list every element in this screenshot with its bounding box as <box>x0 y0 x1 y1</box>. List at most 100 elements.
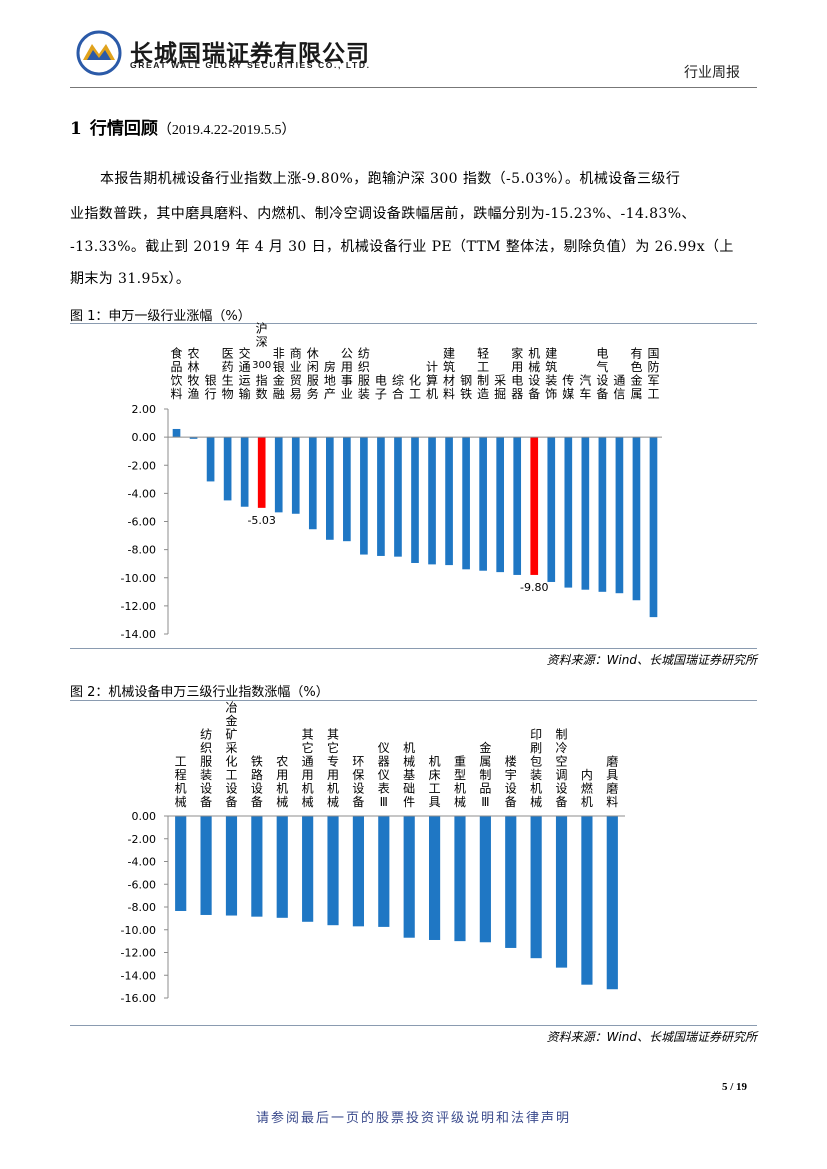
bar <box>394 437 402 557</box>
category-label: 有色金属 <box>630 347 642 402</box>
figure-2-top-rule <box>70 700 757 701</box>
category-label: 机械设备 <box>528 347 540 402</box>
category-label: 轻工制造 <box>477 347 489 402</box>
category-label: 非银金融 <box>273 347 285 402</box>
bar <box>428 437 436 565</box>
figure-2-bottom-rule <box>70 1025 757 1026</box>
y-tick-label: -4.00 <box>128 856 156 869</box>
bar <box>378 816 390 927</box>
bar <box>276 816 288 918</box>
header-divider <box>70 87 757 88</box>
figure-1-title: 图 1：申万一级行业涨幅（%） <box>70 309 251 324</box>
data-label: -5.03 <box>247 514 275 527</box>
category-label: 磨具磨料 <box>606 755 618 810</box>
category-label: 机床工具 <box>429 755 441 810</box>
category-label: 冶金矿采化工设备 <box>225 701 237 810</box>
company-logo <box>76 30 122 76</box>
bar <box>428 816 441 940</box>
category-label: 传媒 <box>562 373 574 402</box>
category-label: 重型机械 <box>454 755 466 810</box>
y-tick-label: -10.00 <box>121 572 156 585</box>
bar <box>189 437 198 439</box>
y-tick-label: 0.00 <box>132 810 157 823</box>
bar <box>411 437 419 563</box>
category-label: 建筑材料 <box>443 347 455 402</box>
category-label: 印刷包装机械 <box>530 728 542 810</box>
category-label: 家用电器 <box>511 346 523 402</box>
bar <box>632 437 641 601</box>
bar <box>240 437 249 507</box>
page-number: 5 / 19 <box>722 1081 748 1093</box>
bar <box>325 437 334 540</box>
category-label: 农林牧渔 <box>188 347 200 402</box>
bar <box>479 816 491 943</box>
y-tick-label: -2.00 <box>128 833 156 846</box>
bar <box>564 437 573 588</box>
category-label: 其它通用机械 <box>302 728 314 810</box>
category-label: 电气设备 <box>596 347 608 402</box>
category-label: 其它专用机械 <box>327 728 339 810</box>
y-tick-label: 2.00 <box>132 403 157 416</box>
bar <box>555 816 568 968</box>
bar <box>606 816 618 990</box>
bar <box>257 437 266 508</box>
company-name-cn: 长城国瑞证券有限公司 <box>130 41 370 67</box>
figure-2-title: 图 2：机械设备申万三级行业指数涨幅（%） <box>70 685 329 700</box>
bar <box>581 437 590 590</box>
y-tick-label: -12.00 <box>121 600 156 613</box>
y-tick-label: -6.00 <box>128 516 156 529</box>
category-label: 制冷空调设备 <box>556 728 568 810</box>
bar <box>251 816 263 917</box>
category-label: 通信 <box>613 374 625 402</box>
bar <box>377 437 385 556</box>
category-label: 仪器仪表 Ⅲ <box>378 741 390 809</box>
category-label: 机械基础件 <box>403 741 415 809</box>
category-label: 计算机 <box>426 360 438 401</box>
category-label: 综合 <box>392 374 404 402</box>
bar <box>496 437 505 573</box>
category-label: 电子 <box>375 374 387 402</box>
bar <box>598 437 607 592</box>
bar <box>175 816 187 911</box>
y-tick-label: -10.00 <box>121 924 156 937</box>
y-tick-label: -14.00 <box>121 969 156 982</box>
bar <box>513 437 522 575</box>
company-name-en: GREAT WALL GLORY SECURITIES CO., LTD. <box>130 60 371 70</box>
bar <box>530 816 542 959</box>
category-label: 内燃机 <box>581 768 593 809</box>
bar <box>200 816 212 915</box>
category-label: 工程机械 <box>175 755 187 810</box>
bar <box>615 437 624 594</box>
y-tick-label: -8.00 <box>128 901 156 914</box>
y-tick-label: -14.00 <box>121 628 156 641</box>
y-tick-label: -12.00 <box>121 947 156 960</box>
paragraph-line: 业指数普跌，其中磨具磨料、内燃机、制冷空调设备跌幅居前，跌幅分别为-15.23%… <box>70 206 696 222</box>
figure-1-bottom-rule <box>70 648 757 649</box>
bar <box>352 816 365 927</box>
section-heading: 1 行情回顾（2019.4.22-2019.5.5） <box>70 114 296 139</box>
category-label: 农用机械 <box>276 755 288 810</box>
bar <box>479 437 487 571</box>
bar <box>172 428 181 438</box>
y-tick-label: -16.00 <box>121 992 156 1005</box>
section-title: 行情回顾 <box>89 119 158 139</box>
category-label: 建筑装饰 <box>545 347 557 402</box>
bar <box>308 437 317 530</box>
category-label: 采掘 <box>494 374 506 402</box>
report-type-label: 行业周报 <box>684 65 740 81</box>
bar <box>343 437 351 542</box>
section-number: 1 <box>70 119 82 139</box>
paragraph-line: 本报告期机械设备行业指数上涨-9.80%，跑输沪深 300 指数（-5.03%）… <box>100 171 681 187</box>
figure-2-source: 资料来源：Wind、长城国瑞证券研究所 <box>546 1030 757 1044</box>
category-label: 国防军工 <box>647 347 659 402</box>
category-label: 银行 <box>205 374 217 402</box>
bar <box>547 437 556 582</box>
category-label: 环保设备 <box>352 755 364 810</box>
category-label: 金属制品 Ⅲ <box>479 740 491 809</box>
category-label: 食品饮料 <box>171 346 183 402</box>
category-label: 铁路设备 <box>251 755 263 810</box>
y-tick-label: -2.00 <box>128 459 156 472</box>
data-label: -9.80 <box>520 581 548 594</box>
section-date-range: （2019.4.22-2019.5.5） <box>157 123 296 138</box>
bar <box>505 816 517 948</box>
